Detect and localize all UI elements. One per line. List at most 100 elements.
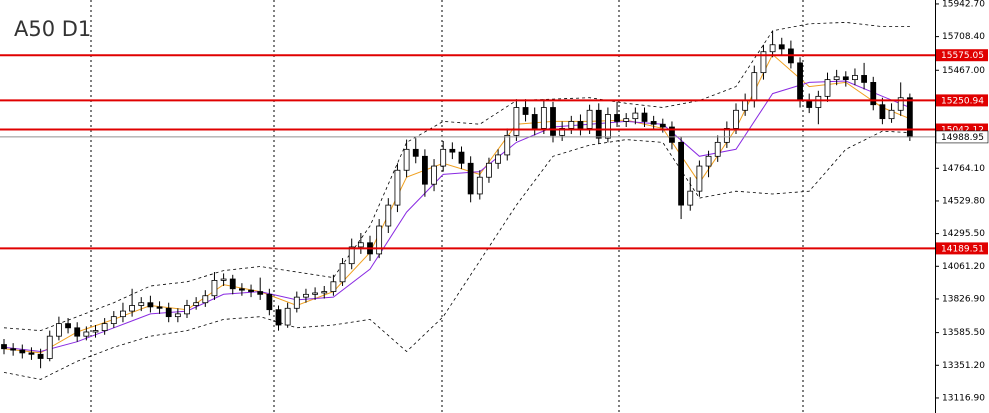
candle-body [540, 107, 547, 129]
level-label: 14189.51 [941, 244, 984, 254]
candle-body [678, 141, 684, 206]
candle-body [238, 288, 245, 291]
candle-body [595, 109, 602, 139]
candle-body [293, 296, 300, 309]
level-label: 15042.12 [941, 126, 984, 136]
candle-body [568, 121, 575, 129]
candle-body [28, 352, 35, 355]
candle-body [623, 118, 630, 122]
candle-body [650, 121, 657, 125]
candle-body [614, 114, 620, 122]
y-tick-label: 14295.50 [942, 229, 985, 239]
candle-body [129, 305, 136, 312]
candle-body [376, 225, 383, 255]
candle-body [751, 72, 758, 101]
candle-body [303, 293, 309, 298]
candle-body [449, 148, 456, 153]
candle-body [10, 348, 17, 351]
level-label-box [936, 49, 988, 62]
candle-body [394, 169, 401, 206]
candle-body [669, 126, 675, 143]
candle-body [19, 349, 26, 354]
candle-body [74, 327, 81, 337]
candle-body [248, 289, 254, 292]
candle-body [504, 134, 511, 156]
candle-body [659, 123, 666, 128]
y-tick-label: 14061.20 [942, 262, 985, 272]
candle-body [83, 331, 90, 337]
candle-body [897, 97, 904, 111]
candle-body [778, 44, 785, 50]
candle-body [357, 242, 364, 248]
candle-body [696, 165, 703, 192]
y-tick-label: 13585.50 [942, 328, 985, 338]
candle-body [852, 75, 858, 81]
candle-body [101, 323, 108, 331]
y-tick-label: 15708.40 [942, 32, 985, 42]
candle-body [586, 109, 593, 129]
candle-body [723, 128, 730, 143]
candle-body [797, 62, 803, 101]
candle-body [110, 316, 117, 325]
candle-body [156, 306, 163, 309]
candle-body [385, 204, 392, 227]
level-label: 15250.94 [941, 96, 984, 106]
candle-body [486, 162, 492, 178]
candle-body [147, 302, 154, 308]
candle-body [605, 114, 611, 139]
candle-body [559, 128, 566, 136]
candle-body [165, 307, 172, 318]
candle-body [815, 95, 822, 108]
candle-body [266, 293, 273, 311]
candle-body [687, 190, 694, 206]
candle-body [275, 309, 282, 326]
candle-body [284, 307, 291, 326]
y-tick-label: 15467.00 [942, 66, 985, 76]
candle-body [714, 141, 721, 157]
candle-body [522, 107, 529, 115]
candle-body [421, 155, 428, 185]
level-label-box [936, 242, 988, 255]
candle-body [467, 162, 474, 195]
candle-body [220, 278, 227, 281]
candle-body [193, 302, 200, 306]
candle-body [257, 291, 264, 295]
candle-body [906, 97, 913, 138]
candle-body [431, 165, 437, 185]
candle-body [412, 148, 419, 157]
candle-body [184, 305, 190, 315]
y-tick-label: 14764.10 [942, 164, 985, 174]
candle-body [705, 155, 712, 167]
candle-body [513, 107, 520, 136]
y-tick-label: 14529.80 [942, 196, 985, 206]
candle-body [37, 353, 44, 359]
current-price-label: 14988.95 [941, 133, 984, 143]
y-tick-label: 15942.70 [942, 0, 985, 9]
level-label: 15575.05 [941, 51, 984, 61]
candle-body [833, 76, 840, 81]
candle-body [641, 112, 648, 122]
candle-body [1, 344, 7, 350]
candle-body [138, 302, 145, 306]
current-price-box [935, 130, 989, 144]
candle-body [733, 109, 739, 129]
candle-body [339, 263, 346, 283]
candle-body [403, 148, 410, 171]
y-tick-label: 13116.90 [942, 393, 985, 403]
candle-body [174, 313, 181, 318]
level-label-box [936, 94, 988, 107]
candle-body [806, 100, 813, 108]
candle-body [330, 281, 337, 292]
y-tick-label: 13351.20 [942, 361, 985, 371]
candle-body [769, 44, 776, 53]
candle-body [348, 246, 355, 265]
candle-body [202, 295, 209, 304]
candle-body [56, 323, 62, 337]
y-tick-label: 13826.90 [942, 294, 985, 304]
indicator-line [3, 80, 911, 353]
candle-body [211, 279, 218, 297]
candle-body [550, 107, 556, 136]
candle-body [632, 112, 639, 120]
candle-body [842, 76, 849, 81]
